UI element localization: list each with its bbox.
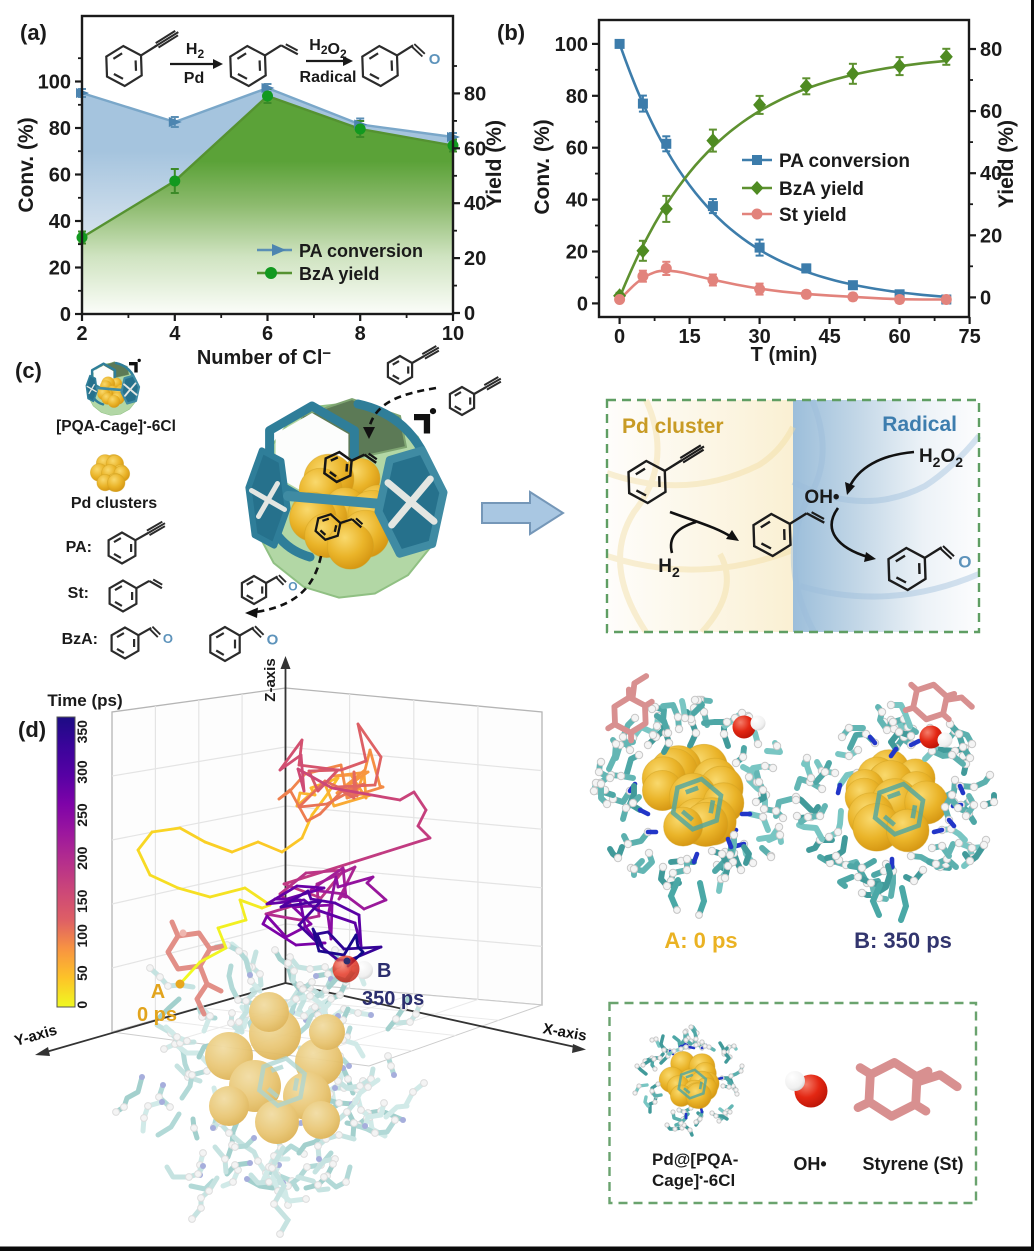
svg-text:0: 0 xyxy=(60,304,71,326)
svg-text:60: 60 xyxy=(566,138,588,160)
svg-text:O: O xyxy=(958,552,971,571)
svg-text:50: 50 xyxy=(74,965,90,981)
svg-text:St yield: St yield xyxy=(779,205,847,226)
svg-text:OH•: OH• xyxy=(793,1154,826,1174)
svg-text:0: 0 xyxy=(980,287,991,309)
svg-text:(d): (d) xyxy=(18,717,46,742)
svg-text:Yield (%): Yield (%) xyxy=(483,120,506,208)
svg-text:60: 60 xyxy=(980,101,1002,123)
svg-text:0: 0 xyxy=(614,326,625,348)
svg-text:OH•: OH• xyxy=(804,487,840,508)
svg-text:B: B xyxy=(377,960,391,982)
svg-text:80: 80 xyxy=(49,118,71,140)
svg-text:0 ps: 0 ps xyxy=(137,1004,177,1026)
svg-text:Cage]•-6Cl: Cage]•-6Cl xyxy=(652,1171,735,1190)
svg-text:80: 80 xyxy=(464,83,486,105)
svg-text:40: 40 xyxy=(49,211,71,233)
svg-text:Time (ps): Time (ps) xyxy=(47,691,122,710)
svg-text:O: O xyxy=(288,579,297,593)
svg-text:Yield (%): Yield (%) xyxy=(995,120,1018,208)
svg-text:20: 20 xyxy=(464,248,486,270)
svg-text:St:: St: xyxy=(68,585,89,602)
svg-text:300: 300 xyxy=(74,760,90,784)
svg-text:10: 10 xyxy=(442,323,464,345)
svg-text:(b): (b) xyxy=(497,20,525,45)
svg-text:PA:: PA: xyxy=(66,539,92,556)
svg-text:150: 150 xyxy=(74,889,90,913)
svg-text:Pd: Pd xyxy=(184,70,204,87)
svg-text:15: 15 xyxy=(678,326,700,348)
svg-text:0: 0 xyxy=(74,1001,90,1009)
svg-text:0: 0 xyxy=(577,293,588,315)
svg-text:(a): (a) xyxy=(20,20,47,45)
svg-text:BzA:: BzA: xyxy=(62,631,98,648)
svg-text:2: 2 xyxy=(76,323,87,345)
svg-text:80: 80 xyxy=(980,39,1002,61)
svg-text:O: O xyxy=(163,631,173,646)
svg-text:Number of Cl−: Number of Cl− xyxy=(197,345,332,369)
svg-text:PA conversion: PA conversion xyxy=(779,151,910,172)
svg-text:Radical: Radical xyxy=(300,69,357,86)
svg-text:60: 60 xyxy=(888,326,910,348)
svg-text:6: 6 xyxy=(262,323,273,345)
svg-text:200: 200 xyxy=(74,846,90,870)
svg-text:250: 250 xyxy=(74,803,90,827)
svg-text:Z-axis: Z-axis xyxy=(262,658,279,701)
svg-text:350 ps: 350 ps xyxy=(362,988,424,1010)
svg-text:75: 75 xyxy=(958,326,980,348)
svg-text:4: 4 xyxy=(169,323,181,345)
svg-text:BzA yield: BzA yield xyxy=(299,264,379,284)
svg-text:A: 0 ps: A: 0 ps xyxy=(664,928,737,953)
svg-text:Pd clusters: Pd clusters xyxy=(71,495,157,512)
svg-text:O: O xyxy=(267,632,279,649)
svg-text:A: A xyxy=(151,981,165,1003)
svg-text:T (min): T (min) xyxy=(751,344,818,366)
svg-text:80: 80 xyxy=(566,86,588,108)
svg-text:BzA yield: BzA yield xyxy=(779,179,864,200)
svg-text:20: 20 xyxy=(566,242,588,264)
svg-text:60: 60 xyxy=(49,165,71,187)
svg-text:B: 350 ps: B: 350 ps xyxy=(854,928,952,953)
svg-text:O: O xyxy=(429,51,441,68)
svg-text:Conv. (%): Conv. (%) xyxy=(531,119,554,214)
svg-text:100: 100 xyxy=(555,34,588,56)
svg-text:20: 20 xyxy=(980,225,1002,247)
svg-text:Radical: Radical xyxy=(882,413,957,436)
svg-text:20: 20 xyxy=(49,258,71,280)
svg-text:Styrene (St): Styrene (St) xyxy=(862,1154,963,1174)
svg-text:100: 100 xyxy=(74,924,90,948)
svg-text:8: 8 xyxy=(355,323,366,345)
svg-text:45: 45 xyxy=(818,326,840,348)
svg-text:350: 350 xyxy=(74,720,90,744)
svg-text:0: 0 xyxy=(464,303,475,325)
svg-text:100: 100 xyxy=(38,72,71,94)
svg-text:(c): (c) xyxy=(15,358,42,383)
svg-text:40: 40 xyxy=(566,190,588,212)
svg-text:PA conversion: PA conversion xyxy=(299,241,423,261)
svg-text:[PQA-Cage]•-6Cl: [PQA-Cage]•-6Cl xyxy=(56,418,176,435)
svg-text:Pd cluster: Pd cluster xyxy=(622,415,724,438)
svg-text:Pd@[PQA-: Pd@[PQA- xyxy=(652,1150,738,1169)
svg-text:Conv. (%): Conv. (%) xyxy=(15,117,38,212)
